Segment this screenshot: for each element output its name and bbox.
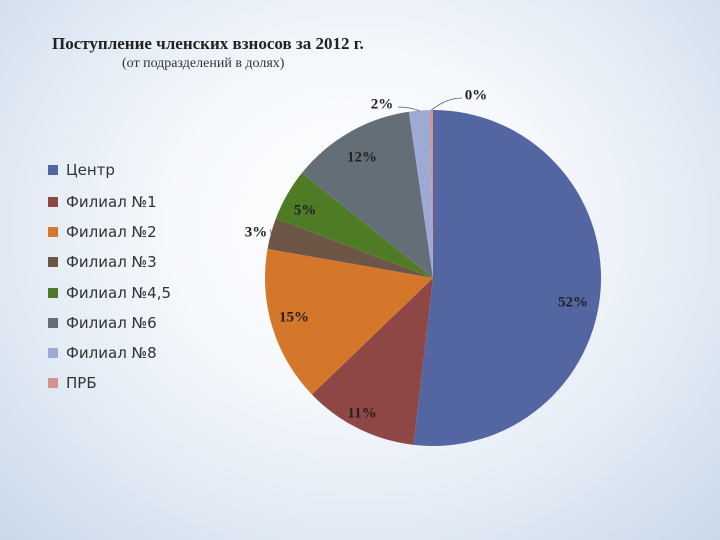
legend-label: Филиал №6	[66, 314, 157, 332]
legend-label: Филиал №8	[66, 344, 157, 362]
legend-swatch	[48, 378, 58, 388]
legend-swatch	[48, 288, 58, 298]
pie-slice-branch-1	[311, 278, 433, 445]
data-label-branch-4-5: 5%	[294, 202, 317, 218]
data-label-prb: 0%	[465, 87, 488, 103]
legend-item-branch-4-5: Филиал №4,5	[48, 283, 228, 303]
legend-label: ПРБ	[66, 374, 97, 392]
pie-slice-prb	[429, 110, 433, 278]
legend-swatch	[48, 227, 58, 237]
legend-label: Филиал №4,5	[66, 284, 171, 302]
legend-item-branch-2: Филиал №2	[48, 222, 228, 242]
pie-slice-center	[413, 110, 602, 446]
legend-label: Центр	[66, 161, 115, 179]
leader-line-prb	[431, 97, 463, 111]
legend-label: Филиал №1	[66, 193, 157, 211]
legend-swatch	[48, 197, 58, 207]
data-label-branch-2: 15%	[279, 309, 309, 325]
chart-subtitle: (от подразделений в долях)	[122, 56, 285, 71]
legend-item-center: Центр	[48, 160, 228, 180]
data-label-branch-3: 3%	[245, 224, 268, 240]
pie-slice-branch-6	[301, 111, 433, 279]
pie-slice-branch-2	[264, 248, 433, 395]
leader-line-branch-8	[397, 106, 420, 111]
legend-item-branch-1: Филиал №1	[48, 192, 228, 212]
legend-item-branch-3: Филиал №3	[48, 252, 228, 272]
data-label-branch-6: 12%	[347, 149, 377, 165]
pie-slice-branch-4-5	[275, 173, 433, 278]
legend-label: Филиал №3	[66, 253, 157, 271]
chart-title: Поступление членских взносов за 2012 г.	[52, 34, 364, 53]
legend-item-prb: ПРБ	[48, 373, 228, 393]
legend-swatch	[48, 348, 58, 358]
pie-slice-branch-3	[267, 218, 433, 278]
data-label-branch-8: 2%	[371, 96, 394, 112]
legend-label: Филиал №2	[66, 223, 157, 241]
legend-swatch	[48, 318, 58, 328]
data-label-branch-1: 11%	[347, 405, 376, 421]
legend-swatch	[48, 257, 58, 267]
pie-slice-branch-8	[408, 110, 433, 278]
data-label-center: 52%	[558, 294, 588, 310]
legend-item-branch-8: Филиал №8	[48, 343, 228, 363]
leader-line-branch-3	[269, 228, 272, 234]
legend-swatch	[48, 165, 58, 175]
legend-item-branch-6: Филиал №6	[48, 313, 228, 333]
